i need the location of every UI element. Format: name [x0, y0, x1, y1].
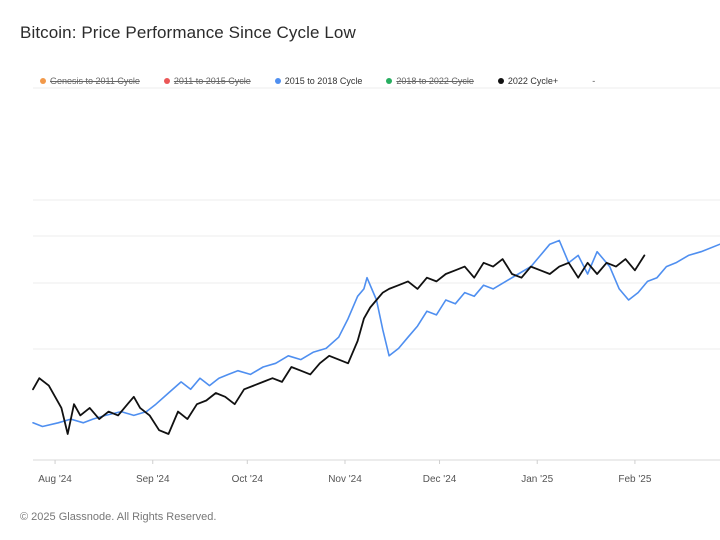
legend-item-2015-to-2018[interactable]: 2015 to 2018 Cycle: [274, 76, 363, 86]
legend-trailing-dash: -: [592, 76, 596, 86]
legend-dot-icon: [497, 78, 504, 84]
chart-legend: Genesis to 2011 Cycle 2011 to 2015 Cycle…: [40, 74, 595, 88]
legend-label: 2015 to 2018 Cycle: [284, 76, 363, 86]
x-tick-label: Jan '25: [521, 474, 553, 485]
legend-label: 2011 to 2015 Cycle: [173, 76, 251, 86]
legend-dot-icon: [274, 78, 281, 84]
x-tick-label: Feb '25: [618, 474, 651, 485]
legend-dot-icon: [163, 78, 170, 84]
legend-label: 2018 to 2022 Cycle: [396, 76, 474, 86]
legend-item-2022-cycle-plus[interactable]: 2022 Cycle+: [497, 76, 559, 86]
x-tick-label: Nov '24: [328, 474, 362, 485]
x-tick-label: Oct '24: [232, 474, 264, 485]
series-line-2015-to-2018-cycle: [32, 239, 720, 428]
legend-dot-icon: [40, 78, 46, 84]
copyright-footer: © 2025 Glassnode. All Rights Reserved.: [20, 511, 217, 523]
series-line-2022-cycle: [32, 254, 646, 435]
legend-item-genesis-to-2011[interactable]: Genesis to 2011 Cycle: [40, 76, 140, 86]
legend-dot-icon: [386, 78, 393, 84]
legend-item-2011-to-2015[interactable]: 2011 to 2015 Cycle: [163, 76, 251, 86]
legend-item-2018-to-2022[interactable]: 2018 to 2022 Cycle: [386, 76, 474, 86]
x-tick-label: Aug '24: [38, 474, 72, 485]
x-tick-label: Sep '24: [136, 474, 170, 485]
chart-title: Bitcoin: Price Performance Since Cycle L…: [20, 23, 356, 42]
x-tick-label: Dec '24: [423, 474, 457, 485]
legend-label: Genesis to 2011 Cycle: [50, 76, 140, 86]
legend-label: 2022 Cycle+: [507, 76, 559, 86]
